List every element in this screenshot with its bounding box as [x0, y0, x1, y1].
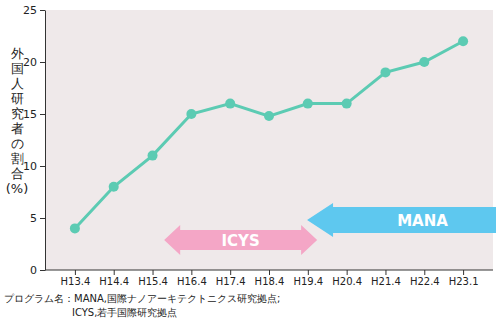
x-tick-label: H20.4	[332, 276, 362, 287]
x-tick-mark	[308, 270, 309, 275]
x-tick-label: H22.4	[410, 276, 440, 287]
annotations: ICYS MANA	[164, 203, 496, 255]
x-tick-label: H19.4	[293, 276, 323, 287]
data-point	[186, 109, 196, 119]
x-tick: H21.4	[371, 270, 401, 287]
footnote-line: ICYS,若手国際研究拠点	[72, 307, 177, 318]
data-point	[419, 57, 429, 67]
y-tick-mark	[40, 62, 45, 63]
x-tick: H13.4	[60, 270, 90, 287]
y-tick-label: 5	[30, 212, 37, 225]
y-tick: 10	[23, 160, 45, 173]
mana-arrow	[307, 203, 496, 237]
y-axis-title: 外国人研究者の割合(%)	[6, 46, 29, 196]
annotation-label: MANA	[397, 212, 448, 230]
annotation-label: ICYS	[222, 232, 260, 250]
x-tick-label: H23.1	[449, 276, 479, 287]
y-tick: 0	[30, 264, 45, 277]
x-tick-label: H18.4	[255, 276, 285, 287]
data-line	[75, 41, 463, 228]
x-tick-mark	[269, 270, 270, 275]
x-tick-mark	[347, 270, 348, 275]
y-axis: 0 5 10 15 20 25	[23, 4, 46, 277]
data-point	[380, 67, 390, 77]
y-tick-label: 10	[23, 160, 37, 173]
y-tick-mark	[40, 114, 45, 115]
x-tick: H23.1	[449, 270, 479, 287]
x-tick: H15.4	[138, 270, 168, 287]
data-point	[109, 182, 119, 192]
x-tick-mark	[463, 270, 464, 275]
x-tick-mark	[75, 270, 76, 275]
x-tick: H22.4	[410, 270, 440, 287]
x-tick-label: H13.4	[60, 276, 90, 287]
y-tick: 25	[23, 4, 45, 17]
x-tick: H18.4	[255, 270, 285, 287]
data-point	[342, 99, 352, 109]
x-tick-mark	[424, 270, 425, 275]
chart: 0 5 10 15 20 25 H13.4 H14.4 H15.4 H16.4 H17.4 H18.4…	[0, 0, 500, 325]
x-tick: H16.4	[177, 270, 207, 287]
data-point	[70, 223, 80, 233]
icys-arrow	[164, 225, 317, 255]
x-tick-label: H16.4	[177, 276, 207, 287]
y-tick-mark	[40, 166, 45, 167]
chart-container: 0 5 10 15 20 25 H13.4 H14.4 H15.4 H16.4 H17.4 H18.4…	[0, 0, 500, 325]
data-point	[303, 99, 313, 109]
x-tick-mark	[385, 270, 386, 275]
y-tick-label: 0	[30, 264, 37, 277]
y-tick-label: 25	[23, 4, 37, 17]
y-tick: 5	[30, 212, 45, 225]
x-tick-label: H17.4	[216, 276, 246, 287]
x-tick: H14.4	[99, 270, 129, 287]
footnote: プログラム名：MANA,国際ナノアーキテクトニクス研究拠点; ICYS,若手国際研…	[4, 293, 280, 318]
x-tick-label: H14.4	[99, 276, 129, 287]
x-tick: H19.4	[293, 270, 323, 287]
x-tick: H17.4	[216, 270, 246, 287]
data-point	[458, 36, 468, 46]
y-tick: 20	[23, 56, 45, 69]
y-tick: 15	[23, 108, 45, 121]
x-tick-mark	[191, 270, 192, 275]
x-tick-mark	[114, 270, 115, 275]
plot-area	[70, 36, 468, 233]
x-axis: H13.4 H14.4 H15.4 H16.4 H17.4 H18.4 H19.4 H20.4…	[45, 270, 493, 287]
y-tick-mark	[40, 10, 45, 11]
y-tick-mark	[40, 270, 45, 271]
data-point	[264, 111, 274, 121]
footnote-line: プログラム名：MANA,国際ナノアーキテクトニクス研究拠点;	[4, 293, 280, 304]
y-tick-label: 20	[23, 56, 37, 69]
y-axis-line	[45, 11, 46, 271]
y-tick-label: 15	[23, 108, 37, 121]
x-tick: H20.4	[332, 270, 362, 287]
x-tick-mark	[230, 270, 231, 275]
y-tick-mark	[40, 218, 45, 219]
x-tick-label: H21.4	[371, 276, 401, 287]
data-point	[225, 99, 235, 109]
data-point	[148, 151, 158, 161]
x-tick-mark	[153, 270, 154, 275]
x-tick-label: H15.4	[138, 276, 168, 287]
